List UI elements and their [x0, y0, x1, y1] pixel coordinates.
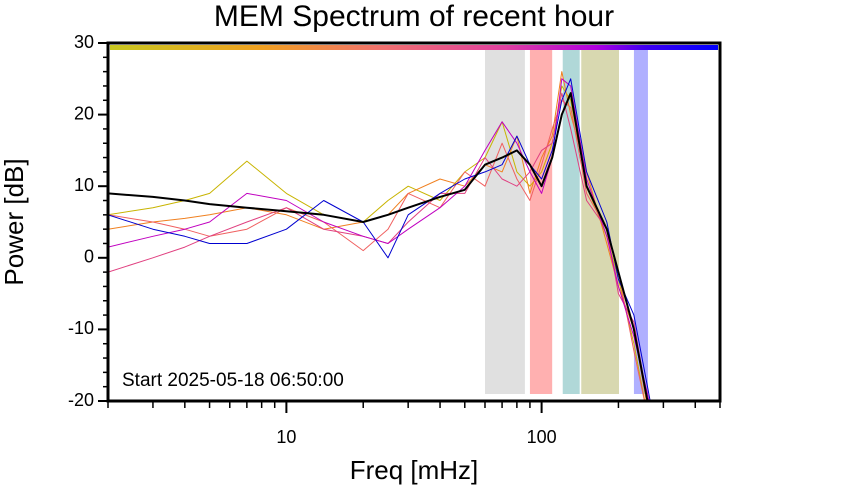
- color-bar: [110, 45, 718, 50]
- x-tick-label: 100: [527, 427, 557, 447]
- x-tick-label: 10: [276, 427, 296, 447]
- series-line: [108, 99, 645, 401]
- series-line: [108, 78, 651, 401]
- bands: [484, 48, 648, 394]
- lines: [108, 71, 651, 401]
- y-tick-label: 20: [74, 103, 94, 123]
- series-line: [108, 78, 650, 401]
- band: [529, 48, 553, 394]
- annotation: Start 2025-05-18 06:50:00: [122, 370, 344, 391]
- y-tick-label: 30: [74, 32, 94, 52]
- y-tick-label: -20: [68, 390, 94, 410]
- y-tick-label: 0: [84, 247, 94, 267]
- y-tick-label: 10: [74, 175, 94, 195]
- x-axis-label: Freq [mHz]: [350, 455, 479, 485]
- chart-title: MEM Spectrum of recent hour: [214, 0, 614, 33]
- plot-frame: [106, 41, 722, 403]
- band: [633, 48, 648, 394]
- y-axis-label: Power [dB]: [0, 158, 29, 285]
- series-line: [108, 92, 649, 401]
- band: [484, 48, 525, 394]
- y-tick-label: -10: [68, 318, 94, 338]
